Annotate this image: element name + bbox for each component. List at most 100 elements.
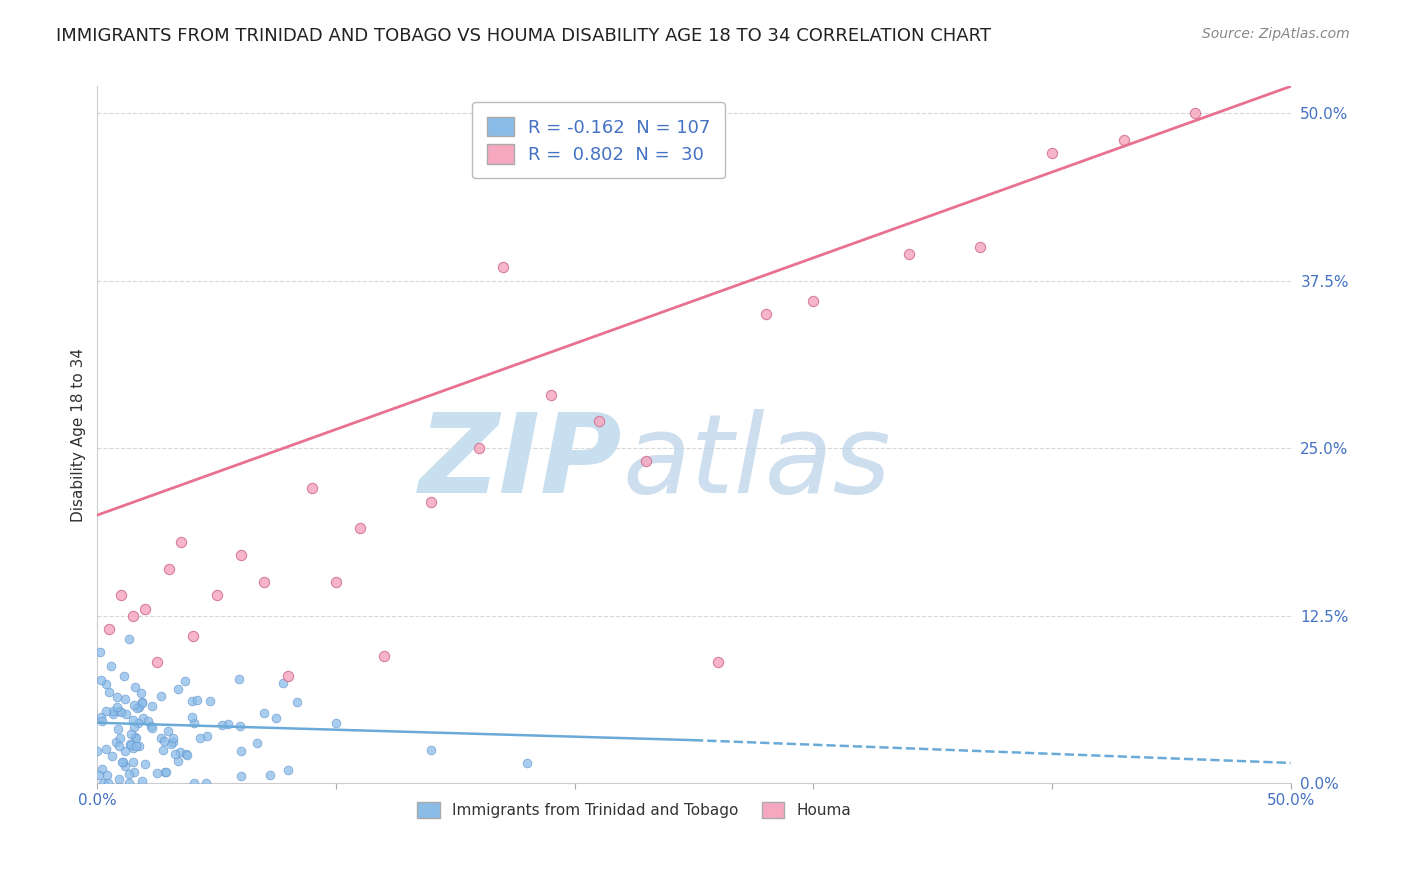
Y-axis label: Disability Age 18 to 34: Disability Age 18 to 34: [72, 348, 86, 522]
Point: [118, 776, 141, 790]
Point: [108, 705, 131, 719]
Point: [229, 744, 252, 758]
Point: [90, 710, 112, 724]
Point: [264, 711, 287, 725]
Point: [107, 772, 129, 786]
Point: [181, 629, 204, 643]
Point: [141, 698, 163, 713]
Point: [181, 709, 204, 723]
Point: [588, 414, 610, 428]
Point: [108, 739, 131, 754]
Point: [153, 765, 176, 780]
Point: [801, 293, 824, 308]
Text: ZIP: ZIP: [419, 409, 623, 516]
Point: [94, 677, 117, 691]
Point: [1184, 106, 1206, 120]
Point: [271, 676, 294, 690]
Point: [198, 694, 221, 708]
Point: [125, 701, 148, 715]
Point: [125, 731, 148, 745]
Point: [169, 745, 191, 759]
Point: [167, 681, 190, 696]
Point: [134, 756, 156, 771]
Point: [122, 698, 145, 712]
Point: [277, 763, 299, 777]
Point: [120, 727, 142, 741]
Text: Source: ZipAtlas.com: Source: ZipAtlas.com: [1202, 27, 1350, 41]
Point: [211, 718, 233, 732]
Point: [153, 733, 176, 747]
Point: [90, 714, 112, 728]
Point: [128, 700, 150, 714]
Point: [103, 704, 125, 718]
Point: [194, 776, 217, 790]
Point: [134, 602, 156, 616]
Point: [468, 441, 491, 455]
Point: [253, 575, 276, 590]
Point: [94, 704, 117, 718]
Point: [121, 713, 143, 727]
Point: [755, 307, 778, 321]
Point: [186, 693, 208, 707]
Point: [111, 755, 134, 769]
Point: [707, 656, 730, 670]
Point: [229, 719, 252, 733]
Point: [176, 747, 198, 762]
Point: [86, 744, 108, 758]
Point: [183, 715, 205, 730]
Point: [167, 754, 190, 768]
Point: [122, 765, 145, 780]
Point: [373, 648, 395, 663]
Point: [127, 715, 149, 730]
Point: [259, 768, 281, 782]
Point: [131, 696, 153, 710]
Point: [120, 737, 142, 751]
Point: [897, 247, 920, 261]
Point: [100, 659, 122, 673]
Point: [229, 549, 252, 563]
Point: [195, 729, 218, 743]
Point: [131, 695, 153, 709]
Point: [349, 521, 371, 535]
Point: [114, 744, 136, 758]
Point: [124, 730, 146, 744]
Point: [100, 748, 122, 763]
Point: [124, 681, 146, 695]
Point: [97, 776, 120, 790]
Point: [105, 690, 128, 704]
Point: [285, 695, 308, 709]
Point: [146, 656, 169, 670]
Point: [110, 705, 132, 719]
Point: [969, 240, 991, 254]
Point: [136, 714, 159, 728]
Point: [516, 756, 538, 770]
Point: [108, 731, 131, 745]
Text: IMMIGRANTS FROM TRINIDAD AND TOBAGO VS HOUMA DISABILITY AGE 18 TO 34 CORRELATION: IMMIGRANTS FROM TRINIDAD AND TOBAGO VS H…: [56, 27, 991, 45]
Point: [139, 719, 162, 733]
Point: [112, 756, 135, 770]
Point: [94, 742, 117, 756]
Point: [229, 769, 252, 783]
Point: [176, 747, 198, 762]
Point: [325, 575, 347, 590]
Point: [301, 481, 323, 495]
Point: [131, 774, 153, 789]
Point: [128, 739, 150, 754]
Point: [146, 766, 169, 780]
Point: [122, 755, 145, 769]
Point: [492, 260, 515, 275]
Point: [141, 721, 163, 735]
Point: [540, 387, 562, 401]
Point: [160, 737, 183, 751]
Point: [98, 685, 121, 699]
Point: [122, 608, 145, 623]
Point: [90, 673, 112, 688]
Point: [173, 673, 195, 688]
Point: [277, 669, 299, 683]
Point: [157, 562, 180, 576]
Point: [150, 689, 173, 703]
Point: [105, 700, 128, 714]
Point: [101, 706, 124, 721]
Point: [181, 694, 204, 708]
Point: [132, 711, 155, 725]
